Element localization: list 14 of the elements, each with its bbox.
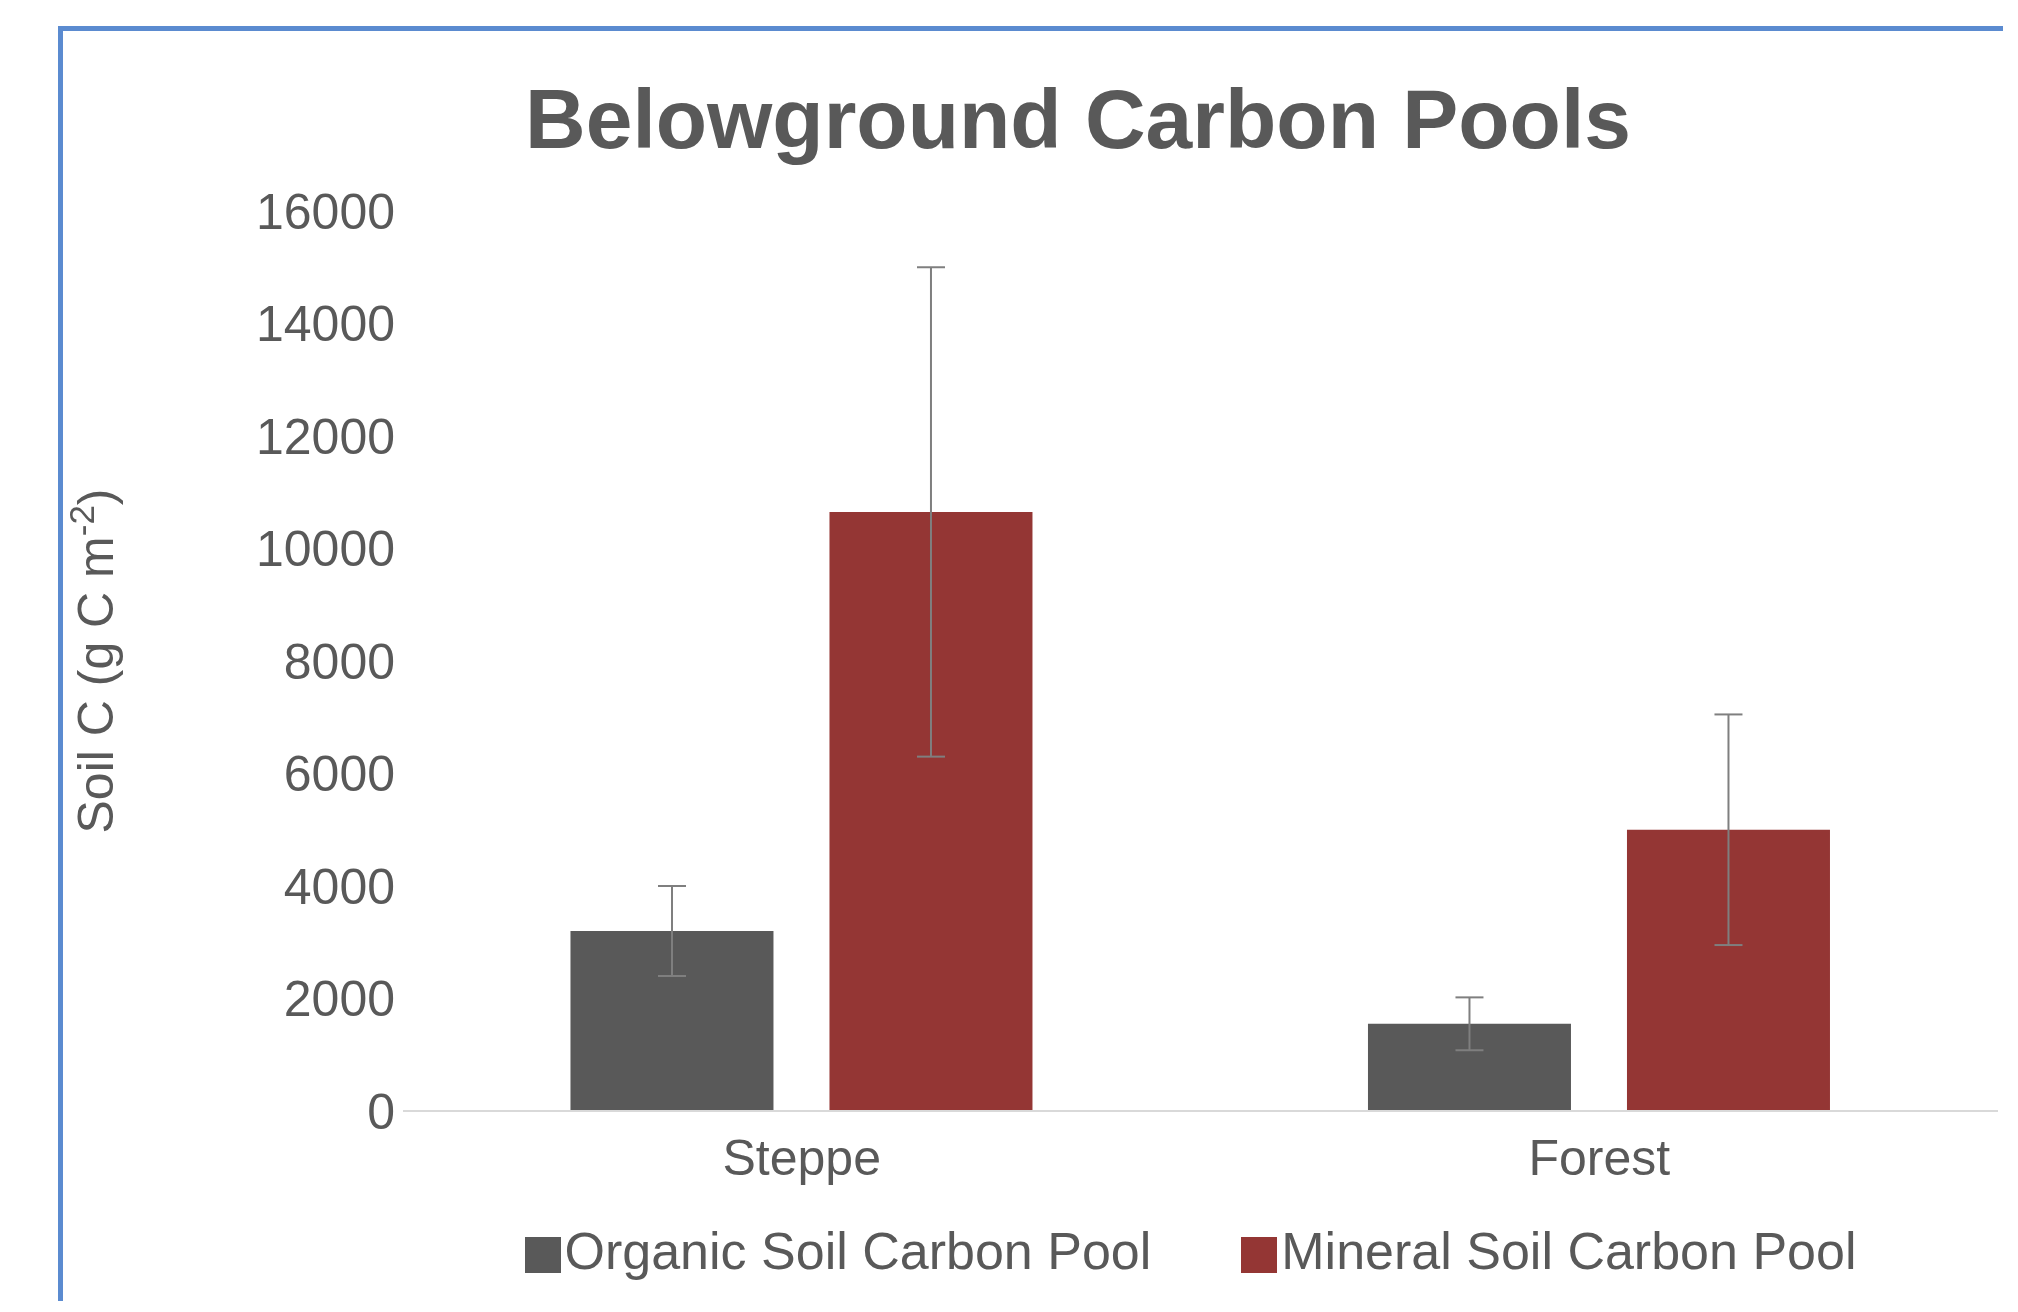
y-tick-label: 16000 bbox=[255, 183, 395, 240]
y-tick-label: 2000 bbox=[283, 971, 395, 1028]
y-tick-label: 10000 bbox=[255, 521, 395, 578]
y-tick-label: 4000 bbox=[283, 858, 395, 915]
y-tick-label: 0 bbox=[367, 1083, 395, 1140]
y-tick-label: 12000 bbox=[255, 408, 395, 465]
x-tick-label: Forest bbox=[1528, 1129, 1671, 1186]
y-tick-label: 8000 bbox=[283, 633, 395, 690]
y-tick-label: 6000 bbox=[283, 746, 395, 803]
legend-label: Organic Soil Carbon Pool bbox=[564, 1222, 1152, 1280]
chart-title: Belowground Carbon Pools bbox=[524, 71, 1632, 168]
legend-label: Mineral Soil Carbon Pool bbox=[1281, 1222, 1857, 1280]
x-tick-label: Steppe bbox=[722, 1129, 881, 1186]
y-tick-label: 14000 bbox=[255, 296, 395, 353]
